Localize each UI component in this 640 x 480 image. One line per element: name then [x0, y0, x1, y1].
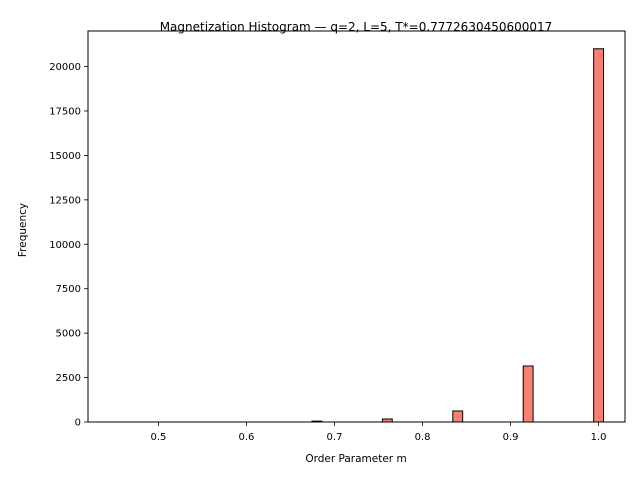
x-tick-label-4: 0.9: [503, 432, 519, 443]
histogram-bar-4: [593, 48, 605, 423]
y-tick-label-7: 17500: [49, 106, 81, 117]
histogram-bar-3: [522, 365, 534, 423]
x-tick-label-2: 0.7: [327, 432, 343, 443]
y-tick-label-8: 20000: [49, 62, 81, 73]
y-tick-label-1: 2500: [56, 373, 81, 384]
x-axis-ticks: 0.5 0.6 0.7 0.8 0.9 1.0: [150, 422, 607, 443]
histogram-bar-2: [452, 410, 464, 423]
chart-title: Magnetization Histogram — q=2, L=5, T*=0…: [160, 20, 553, 34]
x-tick-label-3: 0.8: [415, 432, 431, 443]
x-tick-label-5: 1.0: [591, 432, 607, 443]
y-tick-label-0: 0: [75, 418, 81, 429]
x-tick-label-0: 0.5: [150, 432, 166, 443]
y-axis-label: Frequency: [17, 203, 29, 257]
y-axis-ticks: 0 2500 5000 7500 10000 12500 15000 17500 20000: [49, 62, 88, 429]
x-axis-label: Order Parameter m: [305, 453, 406, 465]
y-tick-label-4: 10000: [49, 240, 81, 251]
y-tick-label-3: 7500: [56, 284, 81, 295]
y-tick-label-6: 15000: [49, 151, 81, 162]
x-tick-label-1: 0.6: [239, 432, 255, 443]
plot-frame: [87, 30, 626, 423]
y-tick-label-5: 12500: [49, 195, 81, 206]
y-tick-label-2: 5000: [56, 329, 81, 340]
